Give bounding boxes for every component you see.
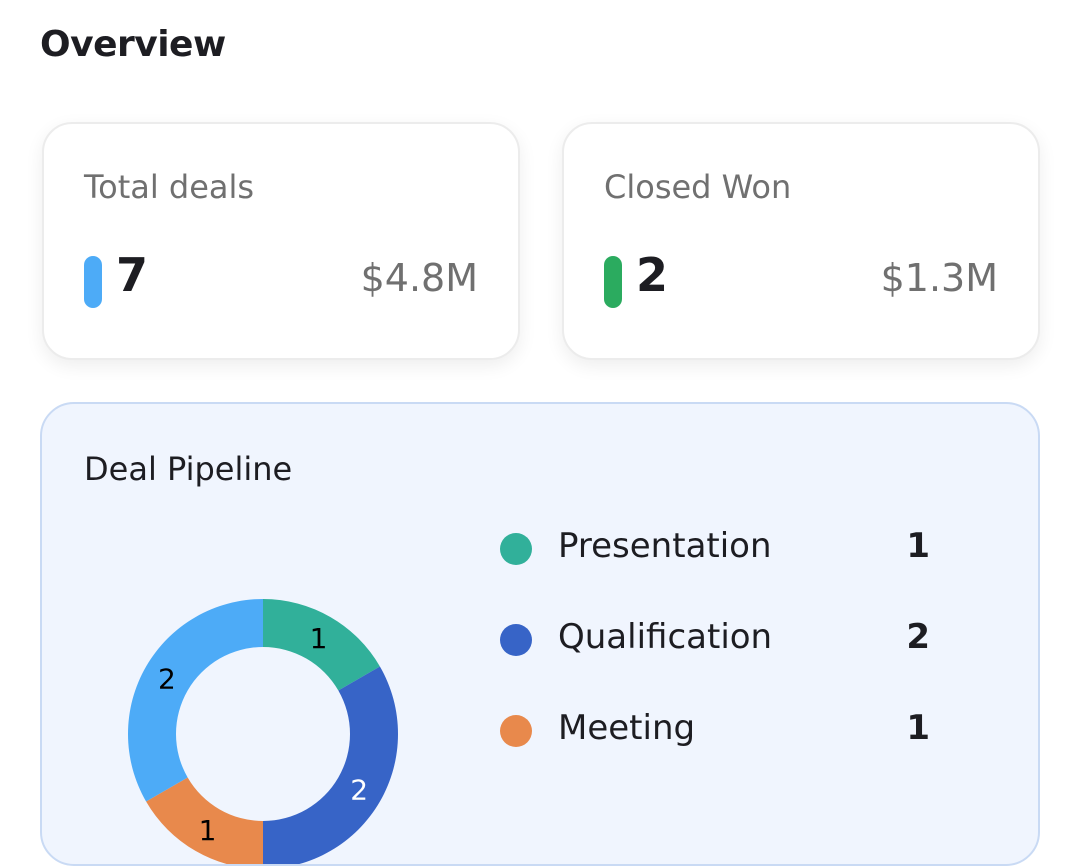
legend-name: Presentation [558, 526, 772, 566]
indicator-bar [604, 256, 622, 308]
legend-item[interactable]: Meeting 1 [500, 706, 930, 756]
slice-label: 1 [310, 622, 328, 655]
indicator-bar [84, 256, 102, 308]
donut-chart: 1 2 1 2 [128, 599, 398, 865]
legend-dot [500, 624, 532, 656]
total-deals-card[interactable]: Total deals 7 $4.8M [42, 122, 520, 360]
donut-slice-presentation[interactable] [263, 599, 380, 691]
card-amount: $4.8M [360, 256, 478, 300]
slice-label: 2 [350, 774, 368, 807]
legend-value: 1 [906, 708, 930, 748]
legend-item[interactable]: Presentation 1 [500, 524, 930, 574]
slice-label: 1 [199, 814, 217, 847]
pipeline-title: Deal Pipeline [84, 450, 293, 488]
card-count: 2 [636, 248, 669, 302]
legend-name: Meeting [558, 708, 696, 748]
card-label: Total deals [84, 168, 255, 206]
legend-item[interactable]: Qualification 2 [500, 615, 930, 665]
legend-value: 1 [906, 526, 930, 566]
card-label: Closed Won [604, 168, 792, 206]
legend-name: Qualification [558, 617, 773, 657]
donut-slice[interactable] [128, 599, 263, 802]
legend-dot [500, 533, 532, 565]
donut-slice-qualification[interactable] [263, 666, 398, 865]
card-amount: $1.3M [880, 256, 998, 300]
closed-won-card[interactable]: Closed Won 2 $1.3M [562, 122, 1040, 360]
slice-label: 2 [158, 663, 176, 696]
page-title: Overview [40, 24, 226, 65]
deal-pipeline-card: Deal Pipeline 1 2 1 2 Presentation 1 Qualif… [40, 402, 1040, 866]
legend-dot [500, 715, 532, 747]
card-count: 7 [116, 248, 149, 302]
legend-value: 2 [906, 617, 930, 657]
